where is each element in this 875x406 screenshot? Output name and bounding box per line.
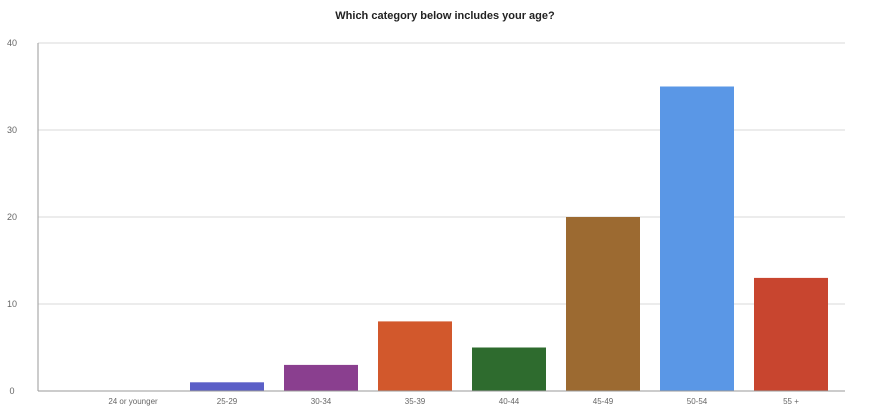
chart-title: Which category below includes your age? (335, 10, 555, 22)
bar-35-39 (378, 321, 452, 391)
x-category-label: 50-54 (687, 397, 708, 406)
x-category-label: 40-44 (499, 397, 520, 406)
x-category-label: 55 + (783, 397, 799, 406)
x-category-label: 30-34 (311, 397, 332, 406)
y-tick-label: 40 (7, 38, 17, 48)
bar-55 (754, 277, 828, 391)
y-tick-label: 10 (7, 299, 17, 309)
y-axis-ticks: 0 10 20 30 40 (7, 38, 17, 396)
bars (190, 86, 828, 391)
bar-50-54 (660, 86, 734, 391)
y-tick-label: 0 (9, 386, 14, 396)
bar-25-29 (190, 382, 264, 391)
x-category-label: 35-39 (405, 397, 426, 406)
bar-40-44 (472, 347, 546, 391)
bar-45-49 (566, 217, 640, 391)
bar-30-34 (284, 364, 358, 391)
y-tick-label: 30 (7, 125, 17, 135)
y-tick-label: 20 (7, 212, 17, 222)
x-axis-labels: 24 or younger 25-29 30-34 35-39 40-44 45-49 50… (108, 397, 799, 406)
x-category-label: 45-49 (593, 397, 614, 406)
x-category-label: 25-29 (217, 397, 238, 406)
x-category-label: 24 or younger (108, 397, 158, 406)
